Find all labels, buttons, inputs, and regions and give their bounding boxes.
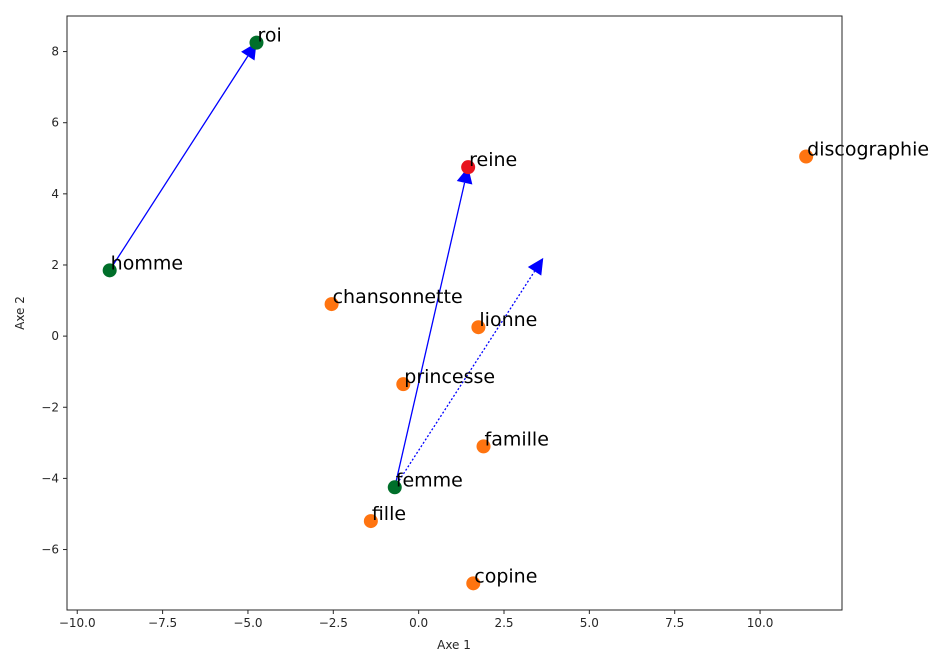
data-point bbox=[466, 576, 481, 591]
data-point bbox=[102, 263, 117, 278]
vector-arrow-line bbox=[109, 55, 249, 271]
data-point bbox=[324, 297, 339, 312]
data-point bbox=[249, 35, 264, 50]
axes-frame bbox=[66, 15, 843, 611]
y-tick-label: 4 bbox=[51, 187, 59, 201]
point-label: famille bbox=[485, 428, 549, 450]
data-point bbox=[461, 160, 476, 175]
plot-area bbox=[67, 16, 842, 610]
point-label: roi bbox=[257, 25, 281, 47]
x-tick-label: −7.5 bbox=[148, 616, 177, 630]
vector-arrow-line bbox=[394, 270, 536, 488]
y-tick-label: 0 bbox=[51, 329, 59, 343]
vector-arrow-line bbox=[394, 182, 466, 488]
point-label: discographie bbox=[807, 138, 929, 160]
data-point bbox=[363, 514, 378, 529]
point-label: chansonnette bbox=[333, 286, 463, 308]
data-point bbox=[799, 149, 814, 164]
data-point bbox=[396, 377, 411, 392]
y-tick-label: −2 bbox=[41, 400, 59, 414]
points-layer bbox=[102, 35, 814, 591]
y-axis-ticks: −6 −4 −2 0 2 4 6 8 bbox=[41, 45, 67, 557]
point-label: fille bbox=[372, 503, 406, 525]
x-tick-label: −10.0 bbox=[59, 616, 96, 630]
x-axis-ticks: −10.0 −7.5 −5.0 −2.5 0.0 2.5 5.0 7.5 10.0 bbox=[59, 610, 774, 630]
y-tick-label: −6 bbox=[41, 543, 59, 557]
x-axis-label: Axe 1 bbox=[437, 638, 471, 652]
vector-arrow-head bbox=[527, 257, 544, 276]
point-label: reine bbox=[469, 149, 517, 171]
y-tick-label: 2 bbox=[51, 258, 59, 272]
y-axis-label: Axe 2 bbox=[13, 296, 27, 330]
x-tick-label: 0.0 bbox=[409, 616, 428, 630]
point-label: femme bbox=[396, 469, 463, 491]
y-tick-label: 8 bbox=[51, 45, 59, 59]
x-tick-label: 7.5 bbox=[665, 616, 684, 630]
labels-layer: roi homme femme reine discographie chansonnet… bbox=[111, 25, 929, 588]
point-label: copine bbox=[474, 565, 537, 587]
x-tick-label: 5.0 bbox=[580, 616, 599, 630]
point-label: princesse bbox=[404, 366, 495, 388]
y-tick-label: 6 bbox=[51, 116, 59, 130]
x-tick-label: 2.5 bbox=[494, 616, 513, 630]
point-label: lionne bbox=[479, 309, 537, 331]
x-tick-label: 10.0 bbox=[747, 616, 774, 630]
data-point bbox=[387, 480, 402, 495]
arrows-layer bbox=[109, 42, 544, 488]
x-tick-label: −2.5 bbox=[319, 616, 348, 630]
y-tick-label: −4 bbox=[41, 471, 59, 485]
data-point bbox=[471, 320, 486, 335]
data-point bbox=[476, 439, 491, 454]
x-tick-label: −5.0 bbox=[233, 616, 262, 630]
point-label: homme bbox=[111, 252, 183, 274]
